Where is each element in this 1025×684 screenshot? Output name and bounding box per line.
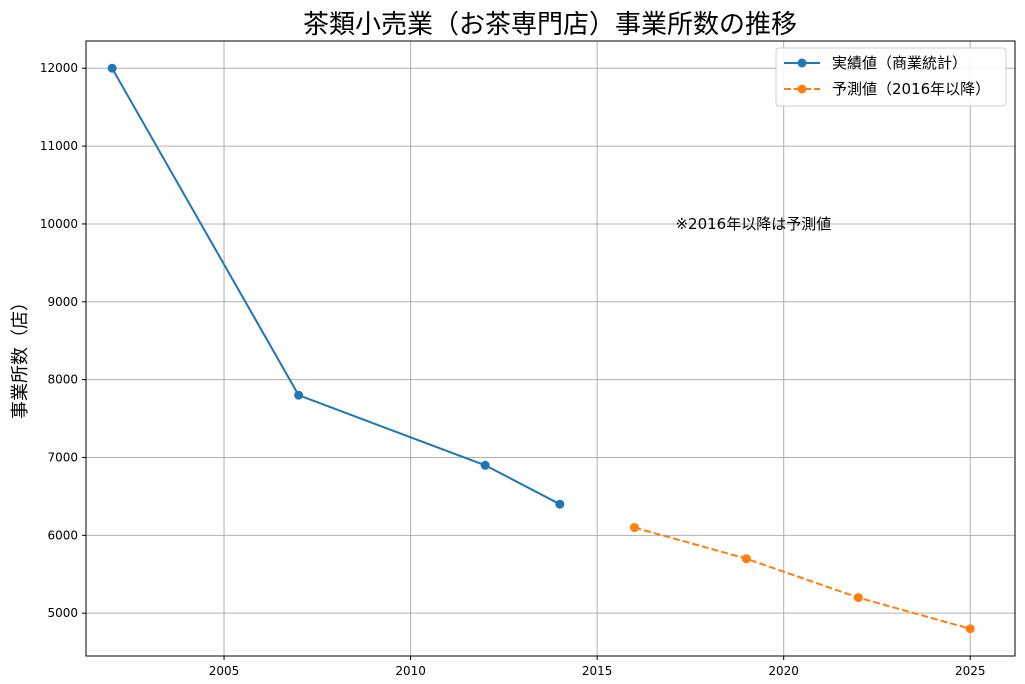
y-tick-label: 6000 — [47, 528, 78, 542]
x-tick-label: 2015 — [582, 664, 613, 678]
data-point — [629, 523, 639, 533]
data-point — [853, 593, 863, 603]
series-1 — [107, 63, 565, 509]
y-tick-label: 10000 — [40, 217, 78, 231]
x-tick-label: 2020 — [768, 664, 799, 678]
data-point — [965, 624, 975, 634]
legend-marker — [797, 84, 807, 94]
data-point — [741, 554, 751, 564]
grid — [86, 41, 1015, 656]
annotation-layer: ※2016年以降は予測値 — [675, 215, 831, 233]
y-tick-label: 7000 — [47, 450, 78, 464]
chart-title: 茶類小売業（お茶専門店）事業所数の推移 — [303, 10, 797, 40]
x-tick-label: 2005 — [209, 664, 240, 678]
legend: 実績値（商業統計） 予測値（2016年以降） — [775, 47, 1007, 107]
x-tick-label: 2010 — [395, 664, 426, 678]
legend-marker — [797, 58, 807, 68]
plot-frame — [85, 40, 1016, 657]
series-layer — [107, 63, 975, 634]
x-tick-label: 2025 — [955, 664, 986, 678]
y-axis-label: 事業所数（店） — [10, 293, 31, 419]
series-2 — [629, 523, 975, 634]
data-point — [294, 390, 304, 400]
series-line — [111, 67, 561, 506]
y-tick-label: 8000 — [47, 373, 78, 387]
x-axis: 2005 2010 2015 2020 2025 — [209, 656, 986, 678]
data-point — [107, 63, 117, 73]
legend-box — [775, 47, 1007, 107]
legend-label: 実績値（商業統計） — [832, 54, 967, 72]
annotation-text: ※2016年以降は予測値 — [675, 215, 831, 233]
y-axis: 5000 6000 7000 8000 9000 10000 11000 12000 — [40, 61, 86, 620]
legend-label: 予測値（2016年以降） — [832, 80, 990, 98]
y-tick-label: 12000 — [40, 61, 78, 75]
data-point — [480, 460, 490, 470]
y-tick-label: 11000 — [40, 139, 78, 153]
data-point — [555, 499, 565, 509]
series-line — [634, 526, 971, 630]
y-tick-label: 5000 — [47, 606, 78, 620]
y-tick-label: 9000 — [47, 295, 78, 309]
